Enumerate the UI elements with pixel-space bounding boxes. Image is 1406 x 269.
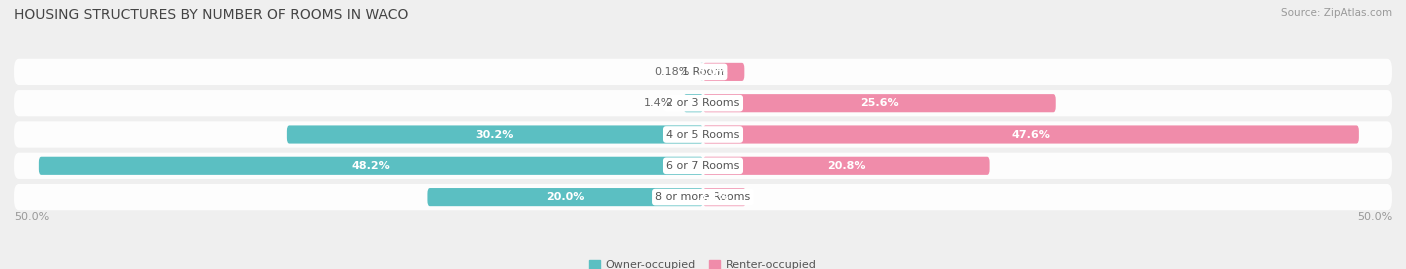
FancyBboxPatch shape [14, 121, 1392, 148]
FancyBboxPatch shape [703, 125, 1358, 144]
FancyBboxPatch shape [14, 59, 1392, 85]
Text: 3.0%: 3.0% [697, 67, 728, 77]
FancyBboxPatch shape [14, 90, 1392, 116]
Text: 1.4%: 1.4% [644, 98, 672, 108]
FancyBboxPatch shape [703, 94, 1056, 112]
FancyBboxPatch shape [14, 153, 1392, 179]
Text: 3.1%: 3.1% [699, 192, 730, 202]
FancyBboxPatch shape [14, 184, 1392, 210]
Legend: Owner-occupied, Renter-occupied: Owner-occupied, Renter-occupied [589, 260, 817, 269]
Text: 50.0%: 50.0% [14, 213, 49, 222]
Text: 20.8%: 20.8% [827, 161, 866, 171]
FancyBboxPatch shape [703, 157, 990, 175]
Text: HOUSING STRUCTURES BY NUMBER OF ROOMS IN WACO: HOUSING STRUCTURES BY NUMBER OF ROOMS IN… [14, 8, 408, 22]
FancyBboxPatch shape [39, 157, 703, 175]
Text: 50.0%: 50.0% [1357, 213, 1392, 222]
Text: 1 Room: 1 Room [682, 67, 724, 77]
Text: 6 or 7 Rooms: 6 or 7 Rooms [666, 161, 740, 171]
Text: 30.2%: 30.2% [475, 129, 515, 140]
FancyBboxPatch shape [700, 63, 703, 81]
Text: 0.18%: 0.18% [654, 67, 689, 77]
FancyBboxPatch shape [703, 188, 745, 206]
FancyBboxPatch shape [683, 94, 703, 112]
Text: Source: ZipAtlas.com: Source: ZipAtlas.com [1281, 8, 1392, 18]
Text: 20.0%: 20.0% [546, 192, 585, 202]
Text: 47.6%: 47.6% [1011, 129, 1050, 140]
FancyBboxPatch shape [427, 188, 703, 206]
Text: 4 or 5 Rooms: 4 or 5 Rooms [666, 129, 740, 140]
Text: 2 or 3 Rooms: 2 or 3 Rooms [666, 98, 740, 108]
FancyBboxPatch shape [703, 63, 744, 81]
Text: 8 or more Rooms: 8 or more Rooms [655, 192, 751, 202]
Text: 48.2%: 48.2% [352, 161, 391, 171]
FancyBboxPatch shape [287, 125, 703, 144]
Text: 25.6%: 25.6% [860, 98, 898, 108]
